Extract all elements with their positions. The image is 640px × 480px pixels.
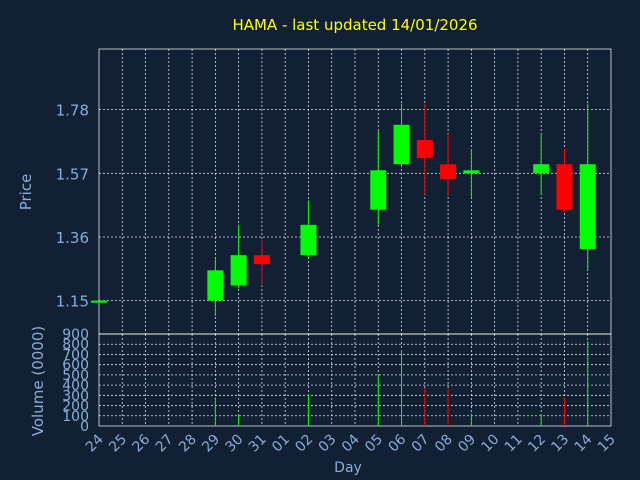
price-axis-label: Price: [17, 174, 35, 211]
candle-body: [230, 255, 247, 286]
price-plot-frame: [98, 48, 612, 335]
x-tick-label: 07: [409, 432, 433, 456]
volume-axis-label: Volume (0000): [29, 326, 47, 436]
volume-tick-label: 700: [62, 347, 89, 363]
candle-body: [416, 139, 433, 159]
price-tick-label: 1.15: [56, 293, 89, 311]
x-axis-label: Day: [334, 460, 362, 476]
volume-tick-label: 600: [62, 358, 89, 374]
x-tick-label: 26: [129, 431, 153, 455]
volume-tick-label: 800: [62, 337, 89, 353]
candle-body: [440, 164, 457, 180]
x-tick-label: 14: [572, 431, 596, 455]
candle-body: [533, 164, 550, 174]
candle-body: [393, 124, 410, 165]
x-tick-label: 30: [223, 432, 247, 456]
x-tick-label: 09: [455, 432, 479, 456]
x-tick-label: 03: [316, 432, 340, 456]
volume-tick-label: 200: [62, 399, 89, 415]
x-tick-label: 29: [199, 432, 223, 456]
candle-body: [579, 164, 596, 250]
candle-body: [253, 255, 270, 265]
volume-tick-label: 500: [62, 368, 89, 384]
x-tick-label: 15: [595, 432, 619, 456]
candle-body: [91, 300, 107, 303]
x-tick-label: 13: [548, 432, 572, 456]
volume-tick-label: 900: [62, 327, 89, 343]
price-panel: 1.15 1.36 1.57 1.78: [56, 48, 612, 335]
x-tick-label: 27: [153, 432, 177, 456]
x-tick-label: 08: [432, 432, 456, 456]
x-tick-label: 12: [525, 432, 549, 456]
candle-body: [556, 164, 573, 210]
candle-body: [370, 170, 387, 210]
chart-title: HAMA - last updated 14/01/2026: [232, 16, 477, 34]
x-tick-label: 04: [339, 431, 363, 455]
price-tick-label: 1.57: [56, 165, 89, 183]
x-tick-label: 24: [83, 431, 107, 455]
candle-body: [463, 170, 480, 174]
x-tick-label: 06: [385, 431, 409, 455]
x-tick-label: 02: [292, 432, 316, 456]
x-tick-label: 25: [106, 432, 130, 456]
x-tick-label: 05: [362, 432, 386, 456]
x-tick-label: 10: [479, 432, 503, 456]
x-tick-label: 11: [502, 432, 526, 456]
volume-tick-label: 300: [62, 388, 89, 404]
x-tick-label: 28: [176, 432, 200, 456]
candle-body: [300, 224, 317, 256]
price-tick-label: 1.36: [56, 229, 89, 247]
volume-tick-label: 400: [62, 378, 89, 394]
volume-tick-label: 100: [62, 409, 89, 425]
price-tick-label: 1.78: [56, 102, 89, 120]
candle-body: [207, 270, 224, 301]
x-tick-label: 31: [246, 432, 270, 456]
volume-tick-label: 0: [80, 419, 89, 435]
x-tick-label: 01: [269, 432, 293, 456]
